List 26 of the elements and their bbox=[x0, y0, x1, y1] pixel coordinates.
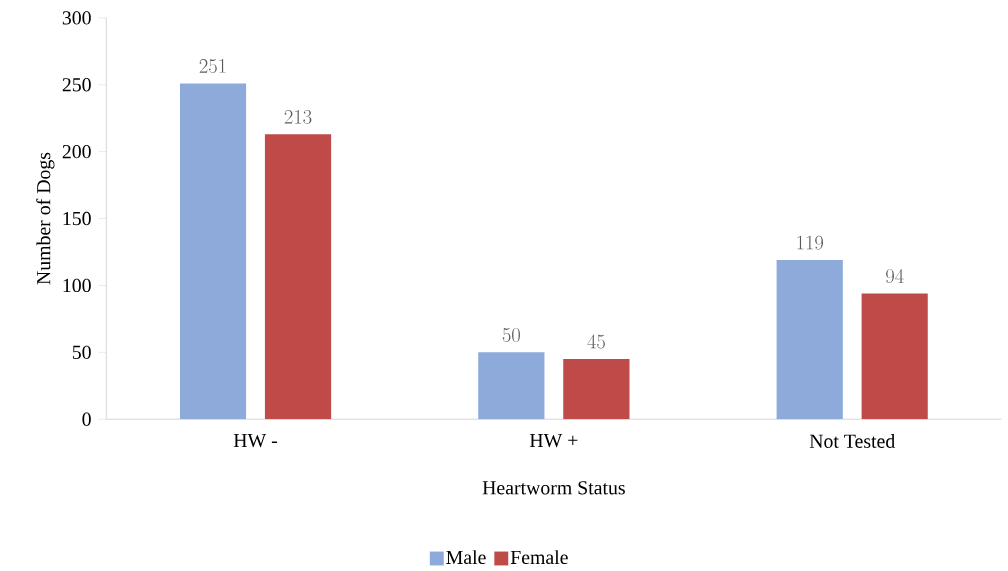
bar bbox=[478, 352, 545, 420]
y-tick-label: 300 bbox=[62, 11, 91, 25]
data-label: 45 bbox=[587, 334, 605, 349]
y-tick-label: 100 bbox=[63, 278, 91, 292]
x-axis-title: Heartworm Status bbox=[482, 481, 625, 495]
data-label: 251 bbox=[199, 58, 226, 73]
bar bbox=[179, 83, 247, 420]
y-tick-label: 150 bbox=[63, 211, 91, 226]
bar bbox=[861, 293, 928, 420]
data-label: 213 bbox=[284, 109, 312, 124]
x-tick-label: Not Tested bbox=[809, 433, 896, 448]
x-tick-label: HW + bbox=[529, 433, 578, 448]
legend-label: Male bbox=[446, 550, 486, 564]
bar bbox=[776, 259, 843, 420]
y-tick-label: 50 bbox=[72, 345, 91, 359]
y-tick-label: 250 bbox=[62, 77, 91, 92]
y-axis-title: Number of Dogs bbox=[36, 152, 55, 285]
data-label: 50 bbox=[502, 327, 520, 342]
y-tick-label: 0 bbox=[82, 412, 91, 426]
bar bbox=[264, 134, 332, 420]
y-tick-label: 200 bbox=[62, 144, 91, 159]
data-label: 94 bbox=[886, 268, 904, 283]
legend-label: Female bbox=[510, 550, 568, 564]
data-label: 119 bbox=[797, 235, 823, 250]
x-tick-label: HW - bbox=[233, 433, 278, 448]
bar bbox=[563, 358, 630, 420]
